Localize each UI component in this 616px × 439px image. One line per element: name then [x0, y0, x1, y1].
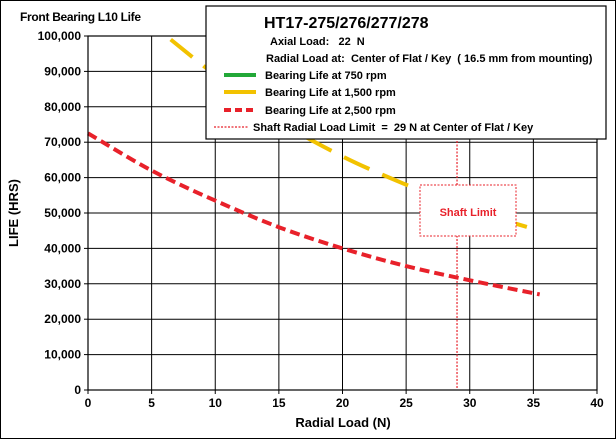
legend: HT17-275/276/277/278 Axial Load: 22 N Ra…	[205, 5, 607, 140]
x-tick-label: 40	[590, 396, 604, 410]
legend-label-750: Bearing Life at 750 rpm	[265, 70, 387, 82]
y-tick-label: 40,000	[44, 241, 81, 255]
x-tick-label: 20	[336, 396, 350, 410]
y-tick-label: 80,000	[44, 100, 81, 114]
legend-label-limit: Shaft Radial Load Limit = 29 N at Center…	[253, 122, 534, 134]
tick-labels: 0 5 10 15 20 25 30 35 40 0 10,000 20,000 30,000 40,00…	[38, 29, 604, 410]
model-title: HT17-275/276/277/278	[264, 15, 429, 32]
legend-label-1500: Bearing Life at 1,500 rpm	[265, 87, 396, 99]
y-tick-label: 60,000	[44, 171, 81, 185]
y-tick-label: 50,000	[44, 206, 81, 220]
y-tick-label: 100,000	[38, 29, 82, 43]
x-axis-label: Radial Load (N)	[295, 415, 390, 430]
y-tick-label: 0	[74, 383, 81, 397]
axial-load-text: Axial Load: 22 N	[270, 36, 365, 48]
x-tick-label: 35	[527, 396, 541, 410]
radial-load-text: Radial Load at: Center of Flat / Key ( 1…	[266, 53, 593, 65]
grid-lines	[88, 36, 597, 390]
x-tick-label: 25	[399, 396, 413, 410]
x-tick-label: 30	[463, 396, 477, 410]
series-line-2	[87, 131, 541, 297]
shaft-limit-box	[419, 184, 517, 237]
legend-label-2500: Bearing Life at 2,500 rpm	[265, 105, 396, 117]
x-tick-label: 15	[272, 396, 286, 410]
y-tick-label: 90,000	[44, 64, 81, 78]
x-tick-label: 0	[85, 396, 92, 410]
legend-box	[205, 5, 607, 140]
shaft-limit-label: Shaft Limit	[440, 207, 497, 219]
y-axis-label: LIFE (HRS)	[6, 179, 21, 247]
y-tick-label: 30,000	[44, 277, 81, 291]
x-tick-label: 5	[148, 396, 155, 410]
corner-title: Front Bearing L10 Life	[20, 10, 141, 24]
y-tick-label: 70,000	[44, 135, 81, 149]
x-tick-label: 10	[209, 396, 223, 410]
y-tick-label: 10,000	[44, 348, 81, 362]
y-tick-label: 20,000	[44, 312, 81, 326]
